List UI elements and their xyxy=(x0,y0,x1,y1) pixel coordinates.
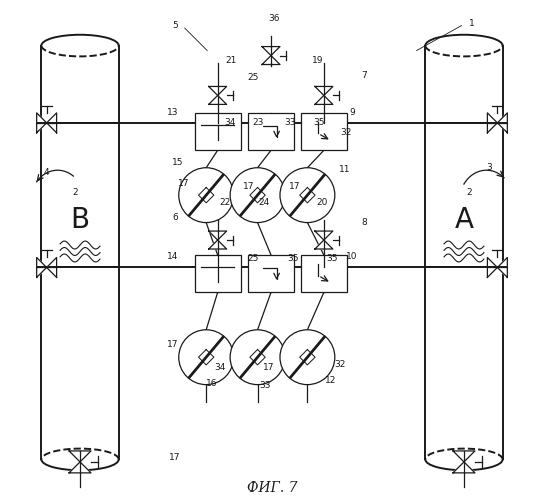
Text: 5: 5 xyxy=(172,21,178,30)
Polygon shape xyxy=(69,462,91,473)
Text: 7: 7 xyxy=(361,71,367,80)
Text: 17: 17 xyxy=(263,362,275,372)
Text: 34: 34 xyxy=(214,362,225,372)
Polygon shape xyxy=(36,258,47,278)
Text: 34: 34 xyxy=(224,118,236,128)
Circle shape xyxy=(230,168,285,222)
Circle shape xyxy=(230,330,285,384)
Polygon shape xyxy=(262,46,280,56)
Text: 11: 11 xyxy=(338,164,350,173)
Text: 6: 6 xyxy=(172,213,178,222)
Text: 25: 25 xyxy=(248,254,259,263)
Polygon shape xyxy=(69,451,91,462)
Text: 22: 22 xyxy=(219,198,230,207)
Bar xyxy=(195,255,240,292)
Text: A: A xyxy=(454,206,473,234)
Polygon shape xyxy=(209,240,227,249)
Polygon shape xyxy=(262,56,280,64)
Polygon shape xyxy=(47,113,57,133)
Polygon shape xyxy=(47,258,57,278)
Text: 35: 35 xyxy=(314,118,325,128)
Polygon shape xyxy=(315,86,333,96)
Circle shape xyxy=(280,330,335,384)
Bar xyxy=(248,113,294,150)
Polygon shape xyxy=(315,96,333,104)
Text: ФИГ. 7: ФИГ. 7 xyxy=(247,482,297,496)
Text: 17: 17 xyxy=(243,182,254,190)
Text: 17: 17 xyxy=(169,454,181,462)
Text: 4: 4 xyxy=(44,168,50,177)
Text: 32: 32 xyxy=(335,360,346,369)
Polygon shape xyxy=(36,113,47,133)
Polygon shape xyxy=(209,231,227,240)
Text: 24: 24 xyxy=(258,198,270,207)
Text: 13: 13 xyxy=(166,108,178,118)
Text: 15: 15 xyxy=(171,158,183,167)
Polygon shape xyxy=(453,462,475,473)
Text: 33: 33 xyxy=(260,381,271,390)
Text: 2: 2 xyxy=(72,188,78,197)
Bar xyxy=(301,255,347,292)
Polygon shape xyxy=(497,113,508,133)
Polygon shape xyxy=(315,240,333,249)
Polygon shape xyxy=(209,86,227,96)
Text: 32: 32 xyxy=(340,128,351,138)
Text: B: B xyxy=(71,206,90,234)
Polygon shape xyxy=(453,451,475,462)
Polygon shape xyxy=(315,231,333,240)
Text: 17: 17 xyxy=(166,340,178,349)
Text: 23: 23 xyxy=(253,118,264,128)
Polygon shape xyxy=(487,113,497,133)
Polygon shape xyxy=(497,258,508,278)
Text: 3: 3 xyxy=(486,163,492,172)
Text: 21: 21 xyxy=(225,56,237,65)
Circle shape xyxy=(179,168,233,222)
Text: 12: 12 xyxy=(325,376,336,385)
Text: 19: 19 xyxy=(312,56,324,65)
Text: 35: 35 xyxy=(326,254,338,263)
Text: 2: 2 xyxy=(466,188,472,197)
Polygon shape xyxy=(487,258,497,278)
Bar xyxy=(301,113,347,150)
Text: 9: 9 xyxy=(349,108,355,118)
Text: 33: 33 xyxy=(284,118,296,128)
Text: 17: 17 xyxy=(289,182,300,190)
Text: 35: 35 xyxy=(288,254,299,263)
Text: 36: 36 xyxy=(269,14,280,22)
Text: 8: 8 xyxy=(361,218,367,227)
Text: 16: 16 xyxy=(206,379,218,388)
Bar xyxy=(248,255,294,292)
Text: 20: 20 xyxy=(316,198,327,207)
Text: 10: 10 xyxy=(346,252,357,262)
Text: 14: 14 xyxy=(166,252,178,262)
Text: 25: 25 xyxy=(248,74,259,82)
Polygon shape xyxy=(209,96,227,104)
Bar xyxy=(195,113,240,150)
Text: 1: 1 xyxy=(468,18,474,28)
Circle shape xyxy=(179,330,233,384)
Text: 17: 17 xyxy=(177,179,189,188)
Circle shape xyxy=(280,168,335,222)
